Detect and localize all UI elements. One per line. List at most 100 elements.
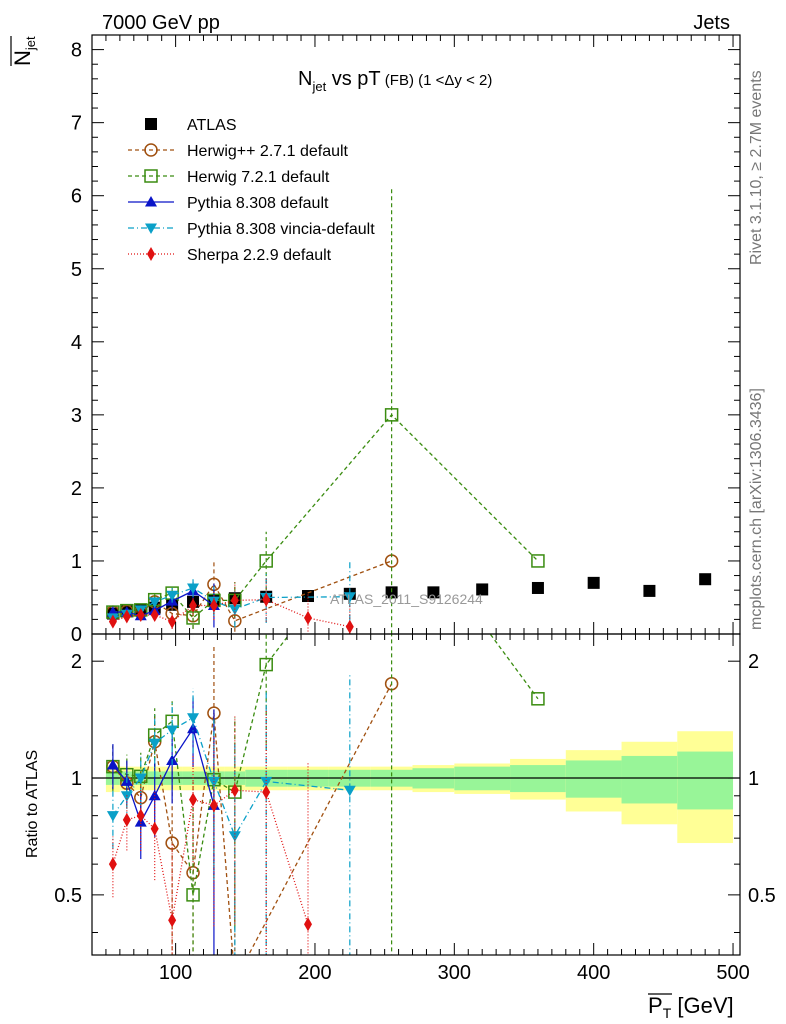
ratio-band-green [677,751,734,810]
plot-title: Njet vs pT (FB) (1 <Δy < 2) [298,68,492,94]
ratio-point [209,798,218,813]
data-point [587,576,600,589]
ratio-point [134,773,147,785]
svg-text:Njet: Njet [10,36,38,66]
legend-label: Sherpa 2.2.9 default [187,247,332,264]
ratio-point [189,792,198,807]
data-point [643,584,656,597]
data-point [150,608,159,623]
data-point [385,586,398,599]
legend-item: ATLAS [145,117,237,134]
ratio-point [259,657,273,672]
legend-marker [144,143,158,157]
legend-item: Sherpa 2.2.9 default [128,247,332,264]
data-point [187,583,200,594]
data-point [531,581,544,594]
legend-marker [145,118,157,130]
data-point [262,592,271,607]
series-4 [106,560,356,634]
plot-title-main: N [298,68,312,90]
y-tick-label-bottom: 1 [71,768,82,790]
data-point [427,586,440,599]
data-point [230,593,239,608]
x-label-main: P [648,993,663,1018]
ratio-point [168,913,177,928]
legend: ATLAS Herwig++ 2.7.1 default Herwig 7.2.1 … [128,117,375,264]
series-line [112,413,539,619]
ratio-band-green [621,755,678,804]
plot-title-sub: jet [311,79,326,94]
side-label-top: Rivet 3.1.10, ≥ 2.7M events [748,70,765,265]
data-point [531,554,545,568]
ratio-point [230,783,239,798]
ratio-point [186,888,200,902]
ratio-point [148,738,161,750]
x-label-unit: [GeV] [671,993,733,1018]
legend-label: Pythia 8.308 default [187,195,329,212]
ratio-plot-frame [91,633,741,956]
ratio-point [531,692,545,706]
ratio-line [112,634,539,895]
y-tick-label-top: 4 [71,332,82,354]
x-axis-label: PT [GeV] [648,993,734,1021]
ratio-point [136,808,145,823]
legend-label: ATLAS [187,117,237,134]
y-tick-label-bottom-right: 2 [748,651,759,673]
ratio-point [165,836,179,850]
legend-marker [145,223,157,234]
ratio-band-green [565,760,622,798]
y-tick-label-bottom-right: 0.5 [748,885,776,907]
y-tick-label-bottom: 2 [71,651,82,673]
ratio-point [166,725,179,736]
legend-marker [145,196,157,207]
data-point [259,554,273,568]
ratio-point [187,722,200,734]
x-tick-label: 400 [577,962,610,984]
y-tick-label-top: 2 [71,478,82,500]
y-tick-label-top: 1 [71,551,82,573]
watermark: ATLAS_2011_S9126244 [330,591,483,607]
ratio-plot-panel: 100 200 300 400 500 0.5 0.5 1 1 2 2 [54,633,776,984]
data-point [189,598,198,613]
plot-title-rest: vs pT [326,68,380,90]
y-tick-label-bottom-right: 1 [748,768,759,790]
x-tick-label: 300 [438,962,471,984]
y-label-top-sub: jet [23,36,38,51]
legend-item: Pythia 8.308 vincia-default [128,221,375,238]
data-point [345,619,354,634]
main-plot-panel: 0 1 2 3 4 5 6 7 8 [71,34,741,646]
data-point [476,583,489,596]
x-label-sub: T [663,1005,672,1021]
data-point [304,610,312,625]
ratio-plot-data [106,634,545,955]
data-point [209,598,218,613]
data-point [108,614,117,629]
y-tick-label-top: 0 [71,624,82,646]
series-line [112,587,350,619]
data-point [302,590,314,603]
x-tick-label: 500 [716,962,749,984]
ratio-point [304,917,312,932]
ratio-point [260,776,273,788]
main-plot-data [106,188,712,634]
y-axis-label-bottom: Ratio to ATLAS [24,750,41,858]
legend-marker [147,247,155,261]
legend-label: Pythia 8.308 vincia-default [187,221,375,238]
ratio-point [187,713,200,724]
y-tick-label-top: 5 [71,259,82,281]
y-tick-label-top: 7 [71,113,82,135]
ratio-point [108,857,117,872]
ratio-line [112,716,350,838]
x-tick-label: 200 [298,962,331,984]
plot-title-small: (FB) (1 <Δy < 2) [381,72,493,89]
y-tick-label-bottom: 0.5 [54,885,82,907]
y-label-top-main: N [10,50,35,66]
y-axis-label-top: Njet [10,36,38,66]
ratio-point [343,785,356,797]
data-point [384,408,399,422]
ratio-point [120,791,133,802]
ratio-point [106,759,119,770]
legend-label: Herwig++ 2.7.1 default [187,143,349,160]
data-point [699,573,712,586]
